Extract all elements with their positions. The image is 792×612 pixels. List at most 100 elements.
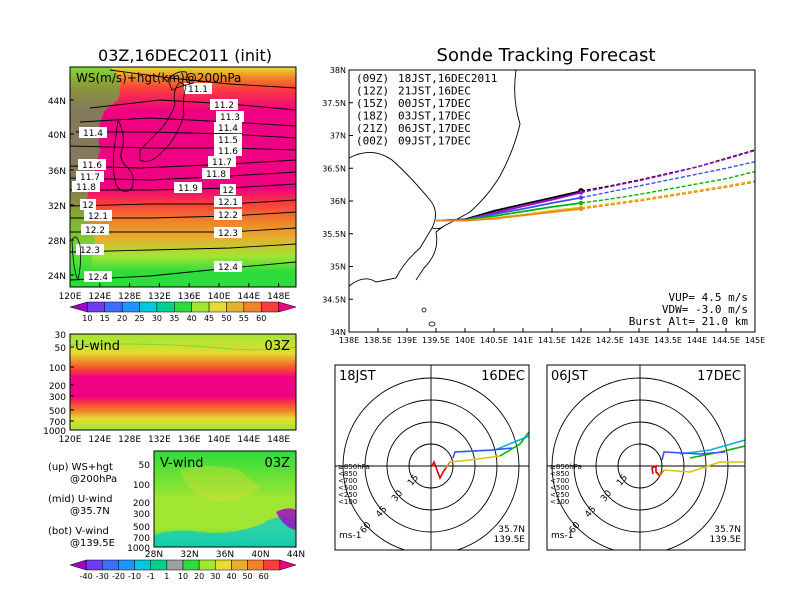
vwind-level-label: 200 xyxy=(133,499,150,509)
bottom-colorbar-tick: -40 xyxy=(80,572,93,581)
track-lat-ticks: 38N 37.5N 37N 36.5N 36N 35.5N 35N 34.5N 34N xyxy=(322,66,353,337)
track-legend-code: (09Z) xyxy=(356,72,389,85)
track-burst-point xyxy=(578,200,584,206)
hodograph-trace xyxy=(449,455,501,463)
ws-contour-label-box xyxy=(214,209,242,220)
track-burst-point xyxy=(578,195,584,200)
ws-contour-label: 12.1 xyxy=(88,212,108,222)
hodograph-lon: 139.5E xyxy=(494,535,526,545)
ws-lat-tick-label: 24N xyxy=(48,272,66,282)
vwind-time: 03Z xyxy=(265,456,291,471)
vwind-lat-label: 40N xyxy=(251,550,269,560)
ws-colorbar-tick: 35 xyxy=(169,314,179,323)
hodograph-trace xyxy=(659,469,665,477)
hodograph-trace xyxy=(431,460,447,480)
bottom-colorbar-swatch xyxy=(215,559,232,571)
track-lon-label: 140.5E xyxy=(480,336,508,345)
ws-contour-label: 11.6 xyxy=(218,147,238,157)
vwind-lat-ticks: 28N 32N 36N 40N 44N xyxy=(145,550,305,560)
ws-contour-label-box xyxy=(80,199,96,210)
ws-lat-tick-label: 28N xyxy=(48,237,66,247)
uwind-lon-label: 120E xyxy=(59,435,82,445)
track-lon-label: 141.5E xyxy=(538,336,566,345)
track-lat-label: 38N xyxy=(330,66,346,75)
track-legend-code: (12Z) xyxy=(356,85,389,98)
ws-colorbar-tick: 10 xyxy=(82,314,92,323)
track-legend-label: 21JST,16DEC xyxy=(398,85,471,98)
bottom-colorbar-tick: 60 xyxy=(259,572,269,581)
vwind-level-label: 50 xyxy=(139,461,151,471)
track-legend-label: 03JST,17DEC xyxy=(398,110,471,123)
ws-contour-label: 11.8 xyxy=(206,170,226,180)
bottom-colorbar-tick: -30 xyxy=(96,572,109,581)
hodograph-level-legend: <250 xyxy=(550,491,569,499)
track-lon-label: 138.5E xyxy=(364,336,392,345)
ws-contour-label-box xyxy=(79,127,107,138)
vwind-label: V-wind xyxy=(160,456,204,471)
right-title: Sonde Tracking Forecast xyxy=(437,45,656,66)
track-lon-label: 138E xyxy=(339,336,359,345)
ws-contour-label: 11.5 xyxy=(218,136,238,146)
track-legend-code: (15Z) xyxy=(356,97,389,110)
bottom-colorbar-tick: 20 xyxy=(194,572,204,581)
track-line-solid xyxy=(436,207,582,222)
track-vdw: VDW= -3.0 m/s xyxy=(662,303,748,316)
vwind-lat-label: 44N xyxy=(287,550,305,560)
ws-height-contour xyxy=(69,145,297,151)
track-background xyxy=(349,70,755,332)
ws-colorbar-tick: 50 xyxy=(221,314,231,323)
track-lat-label: 34.5N xyxy=(322,295,346,304)
ws-contour-label: 11.8 xyxy=(76,183,96,193)
track-lat-label: 37.5N xyxy=(322,99,346,108)
ws-colorbar-swatch xyxy=(191,301,210,313)
track-lat-label: 37N xyxy=(330,132,346,141)
uwind-level-label: 300 xyxy=(49,393,66,403)
track-coastline-west xyxy=(348,152,436,287)
ws-map-panel: 11.111.211.311.411.411.511.611.6 11.711.7… xyxy=(48,66,297,323)
track-lon-label: 142E xyxy=(571,336,591,345)
hodograph-level-legend: <100 xyxy=(338,498,357,506)
track-vup: VUP= 4.5 m/s xyxy=(669,291,748,304)
hodograph-lat: 35.7N xyxy=(498,525,525,535)
bottom-colorbar-swatch xyxy=(85,559,103,571)
ws-map-lon-ticks: 120E 124E 128E 132E 136E 140E 144E 148E xyxy=(59,283,290,302)
track-legend-code: (21Z) xyxy=(356,122,389,135)
hodograph-trace xyxy=(651,464,661,477)
bottom-colorbar: -40 -30 -20 -10 -1 1 10 20 30 40 50 60 xyxy=(69,559,297,581)
track-line-dashed xyxy=(580,161,756,199)
track-island-small xyxy=(421,307,427,313)
panel-legend-text: (up) WS+hgt @200hPa (mid) U-wind @35.7N … xyxy=(48,462,117,549)
bottom-colorbar-tick: -10 xyxy=(128,572,141,581)
ws-contour-label-box xyxy=(220,184,236,195)
ws-contour-label: 12.4 xyxy=(218,263,238,273)
ws-colorbar-swatch xyxy=(121,301,140,313)
ws-contour-label: 11.4 xyxy=(83,129,103,139)
ws-height-contour xyxy=(70,227,297,233)
ws-lon-tick-label: 120E xyxy=(59,292,82,302)
ws-colorbar-tick: 45 xyxy=(204,314,214,323)
hodograph-trace xyxy=(663,461,745,473)
track-lat-label: 35N xyxy=(330,263,346,272)
vwind-negative-zone xyxy=(154,516,296,547)
ws-contour-label-box xyxy=(214,122,242,133)
ws-contour-label-box xyxy=(81,224,109,235)
ws-height-contour xyxy=(69,171,297,181)
track-lon-label: 145E xyxy=(745,336,765,345)
ws-contour-label: 11.3 xyxy=(220,113,240,123)
legend-up-line1: (up) WS+hgt xyxy=(48,462,113,473)
track-lat-label: 36N xyxy=(330,197,346,206)
track-lon-label: 143.5E xyxy=(654,336,682,345)
track-line-dashed xyxy=(580,181,756,210)
ws-colorbar-swatch xyxy=(139,301,158,313)
track-lat-label: 36.5N xyxy=(322,164,346,173)
ws-colorbar-tick: 40 xyxy=(187,314,197,323)
ws-contour-label-box xyxy=(214,227,242,238)
bottom-colorbar-tick: 1 xyxy=(164,572,169,581)
uwind-time: 03Z xyxy=(265,339,291,354)
uwind-lon-label: 132E xyxy=(148,435,171,445)
track-legend-code: (00Z) xyxy=(356,135,389,148)
track-legend-label: 06JST,17DEC xyxy=(398,122,471,135)
